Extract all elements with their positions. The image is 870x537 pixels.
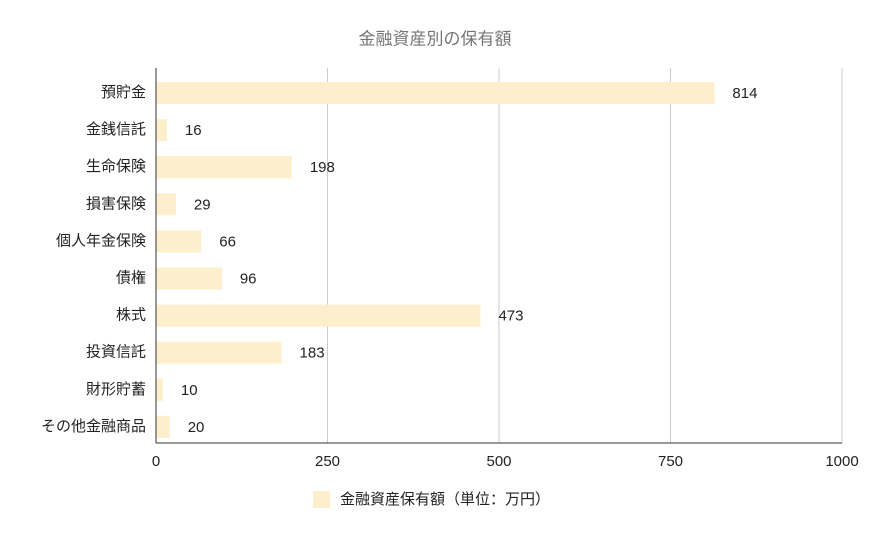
data-label: 183: [300, 345, 325, 362]
data-label: 10: [181, 382, 198, 399]
y-tick-label: 預貯金: [101, 84, 146, 101]
y-tick-label: 生命保険: [86, 157, 146, 175]
bar: [156, 378, 163, 401]
x-tick-label: 500: [486, 453, 511, 470]
y-tick-label: 金銭信託: [86, 121, 146, 138]
legend-swatch: [313, 491, 330, 508]
data-label: 198: [310, 159, 335, 176]
legend-label: 金融資産保有額（単位：万円）: [340, 491, 550, 508]
y-tick-label: 個人年金保険: [56, 232, 146, 249]
data-label: 29: [194, 196, 211, 213]
x-tick-label: 0: [152, 453, 160, 470]
bar: [156, 119, 167, 142]
bar: [156, 156, 292, 179]
data-label: 814: [732, 85, 757, 102]
y-tick-label: 株式: [116, 307, 146, 324]
y-tick-label: 財形貯蓄: [86, 381, 146, 398]
x-tick-label: 250: [315, 453, 340, 470]
bar: [156, 341, 282, 364]
bar: [156, 267, 222, 290]
bar: [156, 304, 481, 327]
data-label: 66: [219, 233, 236, 250]
data-label: 473: [498, 308, 523, 325]
bar: [156, 415, 170, 438]
y-tick-label: 損害保険: [86, 195, 146, 212]
x-tick-label: 1000: [825, 453, 858, 470]
chart-title: 金融資産別の保有額: [359, 29, 512, 48]
data-label: 20: [188, 419, 205, 436]
y-tick-label: 債権: [116, 269, 146, 286]
data-label: 96: [240, 270, 257, 287]
y-tick-label: その他金融商品: [41, 418, 146, 435]
data-label: 16: [185, 122, 202, 139]
bar: [156, 193, 176, 216]
x-tick-label: 750: [658, 453, 683, 470]
bar: [156, 230, 202, 253]
bar: [156, 82, 715, 104]
y-tick-label: 投資信託: [86, 344, 146, 361]
